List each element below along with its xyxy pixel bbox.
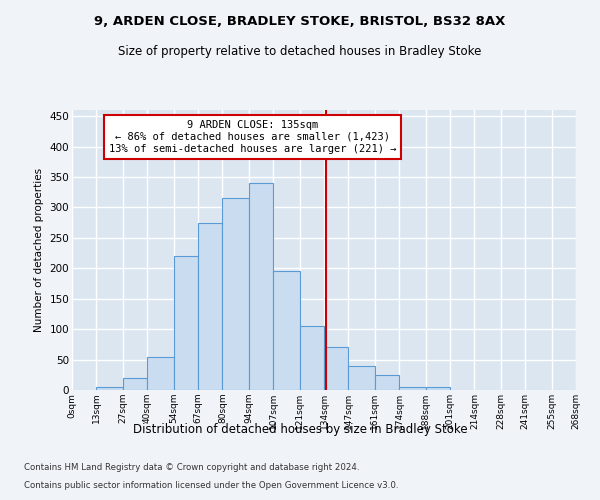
Bar <box>349 366 375 390</box>
Bar <box>223 198 249 390</box>
Text: Distribution of detached houses by size in Bradley Stoke: Distribution of detached houses by size … <box>133 422 467 436</box>
Text: 9 ARDEN CLOSE: 135sqm
← 86% of detached houses are smaller (1,423)
13% of semi-d: 9 ARDEN CLOSE: 135sqm ← 86% of detached … <box>109 120 396 154</box>
Bar <box>299 326 324 390</box>
Bar <box>97 387 123 390</box>
Bar <box>425 387 450 390</box>
Bar <box>324 348 349 390</box>
Bar <box>399 387 425 390</box>
Bar <box>375 375 399 390</box>
Text: Contains HM Land Registry data © Crown copyright and database right 2024.: Contains HM Land Registry data © Crown c… <box>24 463 359 472</box>
Text: Size of property relative to detached houses in Bradley Stoke: Size of property relative to detached ho… <box>118 45 482 58</box>
Bar <box>123 378 147 390</box>
Bar <box>173 256 198 390</box>
Text: Contains public sector information licensed under the Open Government Licence v3: Contains public sector information licen… <box>24 480 398 490</box>
Y-axis label: Number of detached properties: Number of detached properties <box>34 168 44 332</box>
Bar <box>147 356 173 390</box>
Bar <box>198 222 223 390</box>
Bar <box>273 272 299 390</box>
Text: 9, ARDEN CLOSE, BRADLEY STOKE, BRISTOL, BS32 8AX: 9, ARDEN CLOSE, BRADLEY STOKE, BRISTOL, … <box>94 15 506 28</box>
Bar <box>249 183 273 390</box>
